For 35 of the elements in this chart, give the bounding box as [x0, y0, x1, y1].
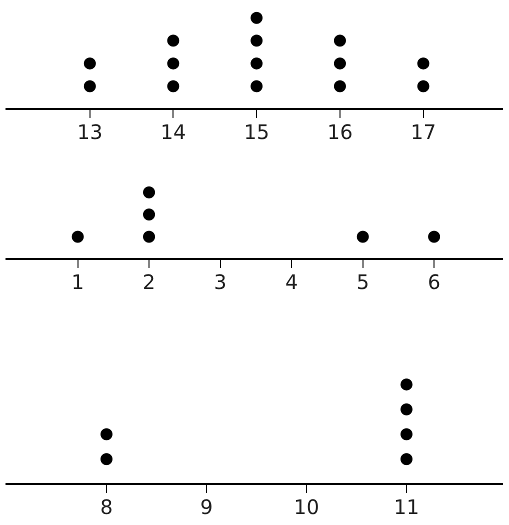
x-tick-label: 10 [294, 495, 320, 520]
x-tick-label: 11 [394, 495, 420, 520]
x-tick-label: 9 [200, 495, 213, 520]
point [167, 57, 180, 70]
x-tick-label: 14 [160, 120, 186, 144]
point [400, 378, 412, 390]
point [400, 453, 412, 466]
point [334, 80, 346, 92]
x-tick-label: 1 [71, 270, 84, 294]
x-tick-label: 4 [285, 270, 298, 294]
x-tick-label: 17 [410, 120, 436, 144]
x-tick-label: 16 [327, 120, 353, 144]
point [417, 57, 430, 70]
point [100, 453, 112, 466]
x-tick-label: 15 [244, 120, 270, 144]
x-tick-label: 13 [77, 120, 103, 144]
point [334, 57, 346, 70]
point [100, 428, 112, 440]
point [84, 57, 96, 70]
point [400, 428, 412, 440]
x-tick-label: 3 [214, 270, 227, 294]
x-tick-label: 2 [142, 270, 156, 294]
x-tick-label: 6 [428, 270, 440, 294]
point [250, 12, 263, 24]
point [250, 80, 263, 92]
x-tick-label: 8 [100, 495, 113, 520]
point [417, 80, 430, 92]
point [400, 403, 412, 416]
point [250, 57, 263, 70]
x-tick-label: 5 [356, 270, 370, 294]
point [250, 34, 263, 47]
point [167, 34, 180, 47]
point [167, 80, 180, 92]
point [334, 34, 346, 47]
point [84, 80, 96, 92]
